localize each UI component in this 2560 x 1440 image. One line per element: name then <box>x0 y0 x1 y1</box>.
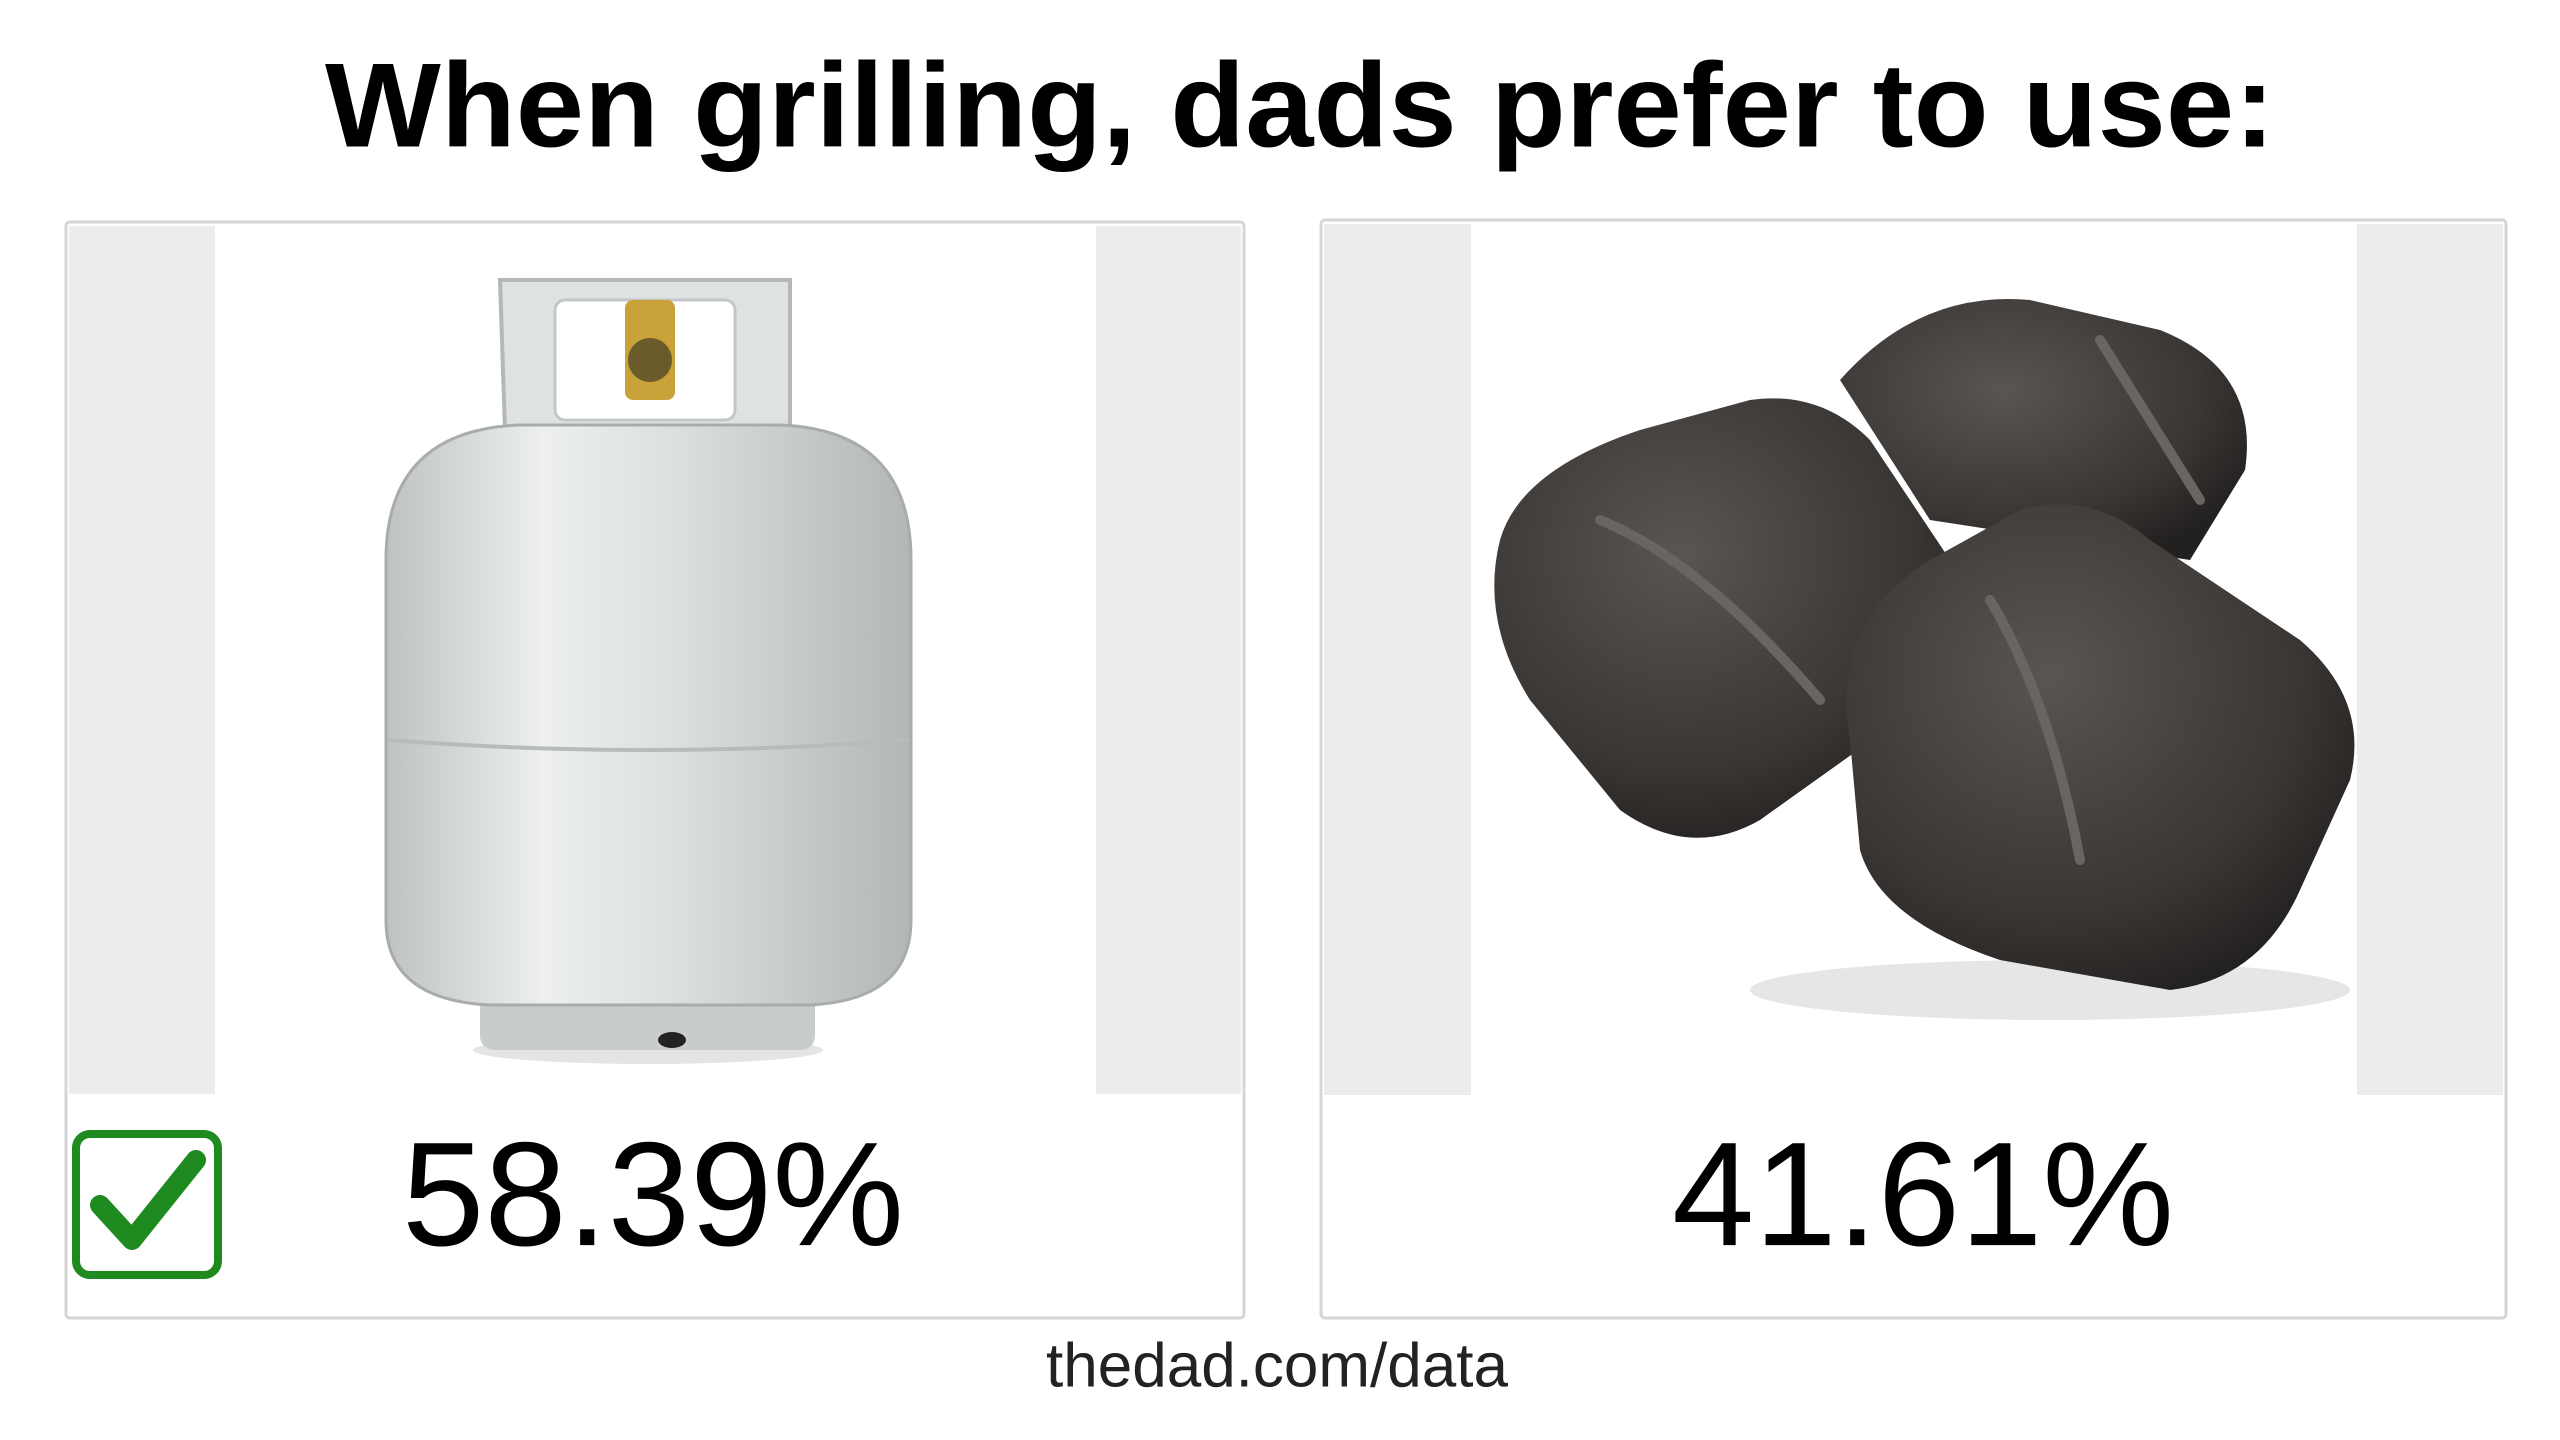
option-card: 41.61% <box>1319 218 2508 1320</box>
image-margin <box>2357 224 2503 1095</box>
result-percentage: 58.39% <box>402 1112 904 1277</box>
image-margin <box>1324 224 1471 1095</box>
image-margin <box>1096 226 1241 1094</box>
propane-tank-image <box>384 278 913 1064</box>
winner-checkbox <box>72 1130 222 1279</box>
title: When grilling, dads prefer to use: <box>325 39 2275 173</box>
option-card: 58.39% <box>64 220 1246 1320</box>
image-margin <box>69 226 215 1094</box>
charcoal-briquettes-image <box>1494 299 2355 1020</box>
result-percentage: 41.61% <box>1672 1112 2174 1277</box>
source-footer: thedad.com/data <box>1046 1331 1508 1400</box>
